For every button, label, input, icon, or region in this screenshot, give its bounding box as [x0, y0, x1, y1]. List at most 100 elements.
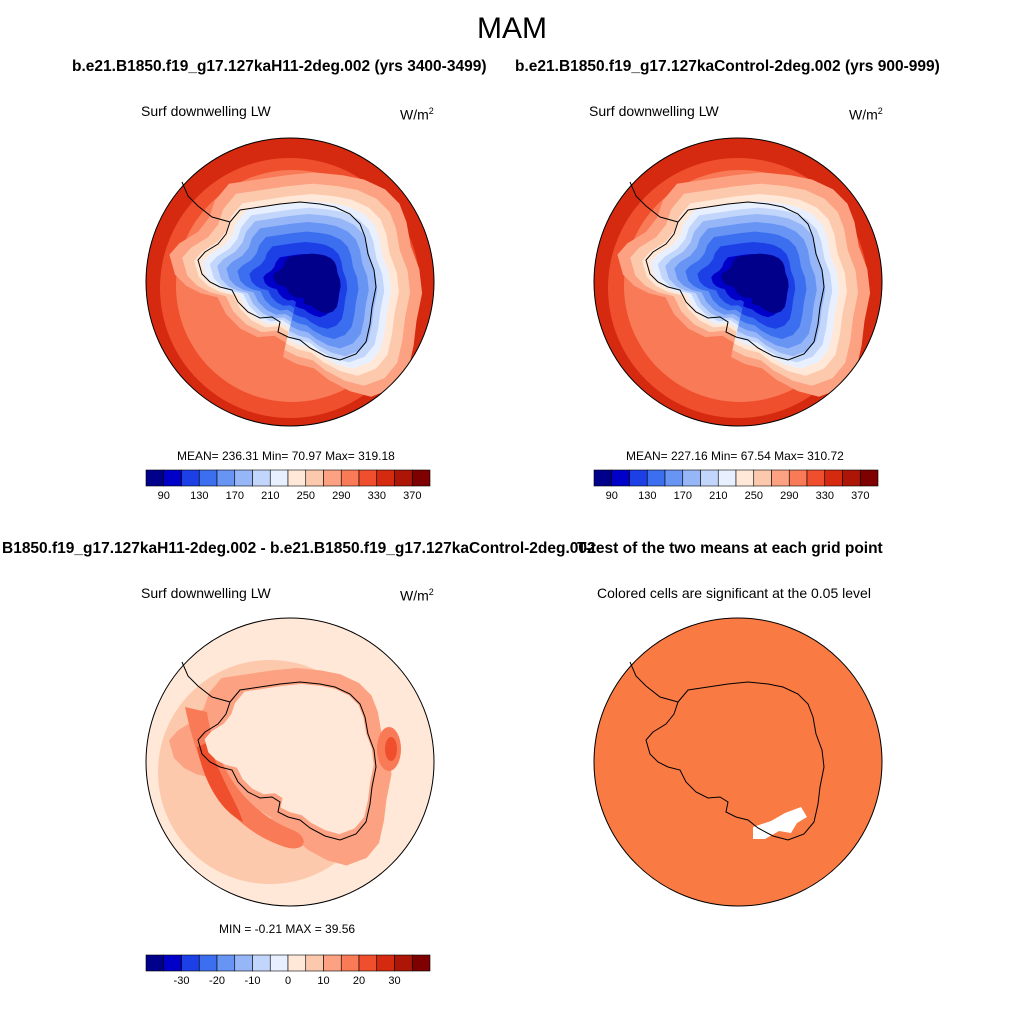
colorbar-swatch	[394, 954, 413, 972]
colorbar-swatch	[305, 469, 324, 487]
panel4-map	[593, 617, 883, 907]
colorbar-swatch	[340, 954, 360, 972]
colorbar-swatch	[287, 469, 307, 487]
panel2-map	[593, 137, 883, 427]
panel1-map	[145, 137, 435, 427]
antarctic-peninsula-coastline	[629, 661, 679, 703]
colorbar-tick-label: 370	[403, 490, 421, 502]
panel2-stats: MEAN= 227.16 Min= 67.54 Max= 310.72	[626, 449, 844, 463]
colorbar-tick-label: 20	[353, 975, 365, 987]
figure-title: MAM	[477, 12, 547, 45]
colorbar-swatch	[629, 469, 648, 487]
panel3-units: W/m2	[400, 587, 434, 604]
colorbar-swatch	[806, 469, 826, 487]
panel3-map	[145, 617, 435, 907]
colorbar-swatch	[593, 469, 613, 487]
colorbar-swatch	[664, 469, 684, 487]
colorbar-tick-label: 210	[709, 490, 727, 502]
colorbar-tick-label: -30	[174, 975, 190, 987]
colorbar-tick-label: 290	[780, 490, 798, 502]
colorbar-tick-label: 250	[745, 490, 763, 502]
colorbar-swatch	[145, 954, 165, 972]
colorbar-swatch	[753, 469, 772, 487]
colorbar-tick-label: 130	[190, 490, 208, 502]
colorbar-swatch	[646, 469, 666, 487]
colorbar-swatch	[340, 469, 360, 487]
colorbar-swatch	[771, 469, 790, 487]
colorbar-swatch	[323, 469, 342, 487]
colorbar-tick-label: 30	[388, 975, 400, 987]
colorbar-swatch	[198, 469, 218, 487]
contour-band-peninsula-max	[197, 742, 243, 822]
colorbar-tick-label: 330	[816, 490, 834, 502]
antarctic-peninsula-coastline	[629, 181, 679, 223]
colorbar-swatch	[358, 954, 378, 972]
antarctic-peninsula-coastline	[181, 181, 231, 223]
colorbar-swatch	[234, 469, 253, 487]
colorbar-swatch	[269, 469, 289, 487]
right-case-title: b.e21.B1850.f19_g17.127kaControl-2deg.00…	[515, 58, 940, 75]
colorbar-swatch	[181, 469, 200, 487]
map-fill-group	[594, 138, 882, 426]
antarctic-peninsula-coastline	[181, 661, 231, 703]
map-boundary	[145, 137, 435, 427]
panel2-colorbar: 90 130 170 210 250 290 330 370	[593, 469, 879, 502]
colorbar-swatch	[682, 469, 701, 487]
panel3-stats: MIN = -0.21 MAX = 39.56	[219, 922, 356, 936]
colorbar-swatch	[163, 469, 182, 487]
colorbar-swatch	[411, 954, 431, 972]
contour-band-continent	[204, 684, 374, 835]
antarctica-coastline	[645, 681, 825, 841]
colorbar-tick-label: 0	[285, 975, 291, 987]
contour-band-minimum	[273, 253, 341, 314]
antarctica-coastline	[645, 201, 825, 361]
colorbar-swatch	[735, 469, 755, 487]
colorbar-swatch	[824, 469, 843, 487]
colorbar-tick-label: 90	[606, 490, 618, 502]
colorbar-swatch	[163, 954, 182, 972]
colorbar-tick-label: 290	[332, 490, 350, 502]
panel3-colorbar: -30 -20 -10 0 10 20 30	[145, 954, 431, 987]
colorbar-tick-label: -20	[209, 975, 225, 987]
colorbar-swatch	[411, 469, 431, 487]
colorbar-swatch	[394, 469, 413, 487]
colorbar-swatch	[216, 469, 236, 487]
colorbar-swatch	[859, 469, 879, 487]
colorbar-swatch	[269, 954, 289, 972]
colorbar-swatch	[145, 469, 165, 487]
panel2-units: W/m2	[849, 106, 883, 123]
colorbar-tick-label: 170	[674, 490, 692, 502]
antarctica-coastline	[197, 681, 377, 841]
colorbar-tick-label: 370	[851, 490, 869, 502]
map-boundary	[145, 617, 435, 907]
colorbar-swatch	[376, 954, 395, 972]
colorbar-swatch	[358, 469, 378, 487]
ttest-title: T-test of the two means at each grid poi…	[577, 540, 883, 557]
contour-band-east-max	[385, 737, 397, 761]
colorbar-swatch	[198, 954, 218, 972]
panel1-units: W/m2	[400, 106, 434, 123]
map-boundary	[593, 137, 883, 427]
colorbar-swatch	[287, 954, 307, 972]
panel1-colorbar: 90 130 170 210 250 290 330 370	[145, 469, 431, 502]
panel4-subtitle: Colored cells are significant at the 0.0…	[597, 585, 871, 601]
colorbar-tick-label: 210	[261, 490, 279, 502]
colorbar-tick-label: 170	[226, 490, 244, 502]
colorbar-swatch	[234, 954, 253, 972]
colorbar-swatch	[842, 469, 861, 487]
colorbar-swatch	[611, 469, 630, 487]
colorbar-swatch	[376, 469, 395, 487]
colorbar-tick-label: 10	[317, 975, 329, 987]
colorbar-tick-label: 250	[297, 490, 315, 502]
colorbar-tick-label: 90	[158, 490, 170, 502]
colorbar-swatch	[181, 954, 200, 972]
panel3-variable-label: Surf downwelling LW	[141, 585, 271, 601]
panel2-variable-label: Surf downwelling LW	[589, 103, 719, 119]
panel1-stats: MEAN= 236.31 Min= 70.97 Max= 319.18	[177, 449, 395, 463]
colorbar-swatch	[252, 469, 271, 487]
colorbar-swatch	[216, 954, 236, 972]
antarctica-coastline	[197, 201, 377, 361]
colorbar-swatch	[252, 954, 271, 972]
panel1-variable-label: Surf downwelling LW	[141, 103, 271, 119]
map-fill-group	[146, 138, 434, 426]
